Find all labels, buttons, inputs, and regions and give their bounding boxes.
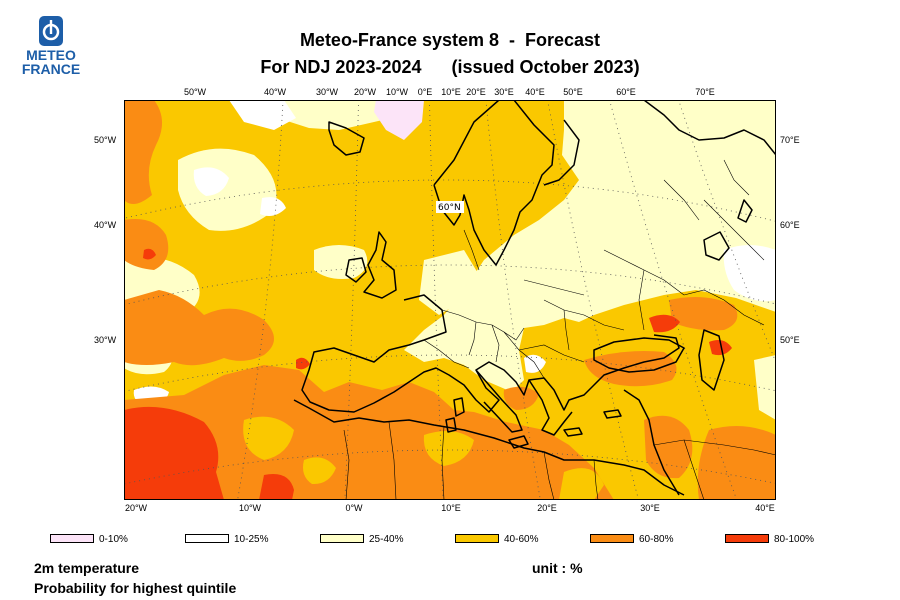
right-lon-label: 50°E (780, 335, 800, 345)
color-legend: 0-10% 10-25% 25-40% 40-60% 60-80% 80-100… (50, 533, 870, 548)
category-60-80-regions (124, 100, 776, 500)
parallel-label-bg (436, 201, 464, 213)
right-lon-label: 60°E (780, 220, 800, 230)
legend-label: 80-100% (774, 534, 815, 545)
legend-item: 25-40% (320, 533, 404, 548)
graticule (124, 100, 776, 500)
top-lon-label: 60°E (616, 87, 636, 97)
top-lon-label: 50°E (563, 87, 583, 97)
left-lon-label: 30°W (94, 335, 117, 345)
logo-text-france: FRANCE (21, 61, 81, 77)
legend-swatch (320, 533, 364, 543)
legend-swatch (725, 533, 769, 543)
top-lon-label: 50°W (183, 87, 207, 97)
description-label: Probability for highest quintile (34, 580, 237, 596)
legend-swatch (455, 533, 499, 543)
top-lon-label: 10°W (385, 87, 409, 97)
legend-item: 10-25% (185, 533, 269, 548)
unit-label: unit : % (532, 560, 583, 576)
legend-item: 40-60% (455, 533, 539, 548)
legend-label: 25-40% (369, 534, 404, 545)
top-lon-label: 20°E (466, 87, 486, 97)
bottom-lon-label: 0°W (345, 503, 363, 513)
meteo-france-logo: METEO FRANCE (18, 16, 84, 76)
legend-item: 0-10% (50, 533, 128, 548)
bottom-lon-label: 40°E (755, 503, 775, 513)
forecast-title: Meteo-France system 8 - Forecast (299, 30, 601, 50)
country-borders (343, 159, 776, 500)
legend-label: 60-80% (639, 534, 674, 545)
legend-label: 40-60% (504, 534, 539, 545)
bottom-lon-label: 10°E (441, 503, 461, 513)
variable-label: 2m temperature (34, 560, 140, 576)
bottom-lon-label: 30°E (640, 503, 660, 513)
category-40-60-islands (243, 416, 604, 500)
forecast-period-title: For NDJ 2023-2024 (issued October 2023) (260, 57, 640, 77)
probability-map: 60°N (124, 100, 776, 500)
right-lon-label: 70°E (780, 135, 800, 145)
legend-label: 10-25% (234, 534, 269, 545)
bottom-lon-label: 20°E (537, 503, 557, 513)
legend-item: 60-80% (590, 533, 674, 548)
legend-item: 80-100% (725, 533, 815, 548)
bottom-lon-label: 10°W (238, 503, 262, 513)
left-lon-label: 50°W (94, 135, 117, 145)
top-lon-label: 70°E (695, 87, 715, 97)
probability-map-canvas: 60°N (124, 100, 776, 500)
legend-swatch (590, 533, 634, 543)
legend-label: 0-10% (99, 534, 128, 545)
coastlines (293, 100, 776, 496)
parallel-label-60n: 60°N (438, 203, 461, 213)
map-frame (124, 100, 776, 500)
top-lon-label: 0°E (417, 87, 433, 97)
top-lon-label: 40°W (263, 87, 287, 97)
top-lon-label: 40°E (525, 87, 545, 97)
top-lon-label: 20°W (353, 87, 377, 97)
top-lon-label: 30°E (494, 87, 514, 97)
legend-swatch (185, 533, 229, 543)
left-lon-label: 40°W (94, 220, 117, 230)
bottom-lon-label: 20°W (124, 503, 148, 513)
legend-swatch (50, 533, 94, 543)
top-lon-label: 30°W (315, 87, 339, 97)
meteo-france-emblem-icon (39, 16, 63, 46)
category-80-100-regions (124, 248, 732, 500)
top-lon-label: 10°E (441, 87, 461, 97)
logo-text-meteo: METEO (26, 47, 76, 63)
category-0-10-regions (374, 100, 424, 140)
